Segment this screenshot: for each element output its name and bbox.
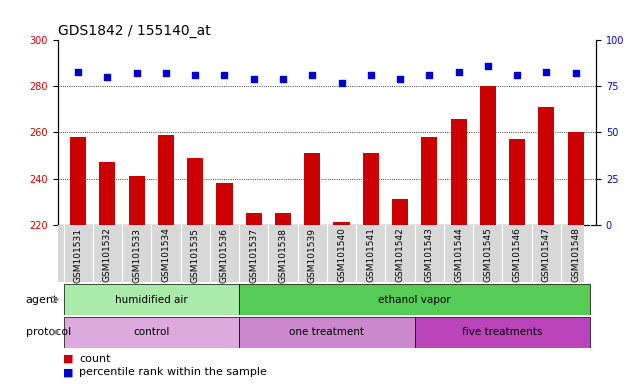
Text: GSM101533: GSM101533 xyxy=(132,227,141,283)
Text: GSM101545: GSM101545 xyxy=(483,227,492,282)
Bar xyxy=(480,86,496,225)
Point xyxy=(103,74,113,80)
Bar xyxy=(509,139,525,225)
Text: ethanol vapor: ethanol vapor xyxy=(378,295,451,305)
Point xyxy=(541,69,551,75)
Text: GSM101537: GSM101537 xyxy=(249,227,258,283)
Bar xyxy=(239,317,415,348)
Text: GSM101536: GSM101536 xyxy=(220,227,229,283)
Bar xyxy=(187,158,203,225)
Bar xyxy=(363,153,379,225)
Text: GSM101546: GSM101546 xyxy=(513,227,522,282)
Text: one treatment: one treatment xyxy=(289,327,365,337)
Point xyxy=(131,70,142,76)
Text: GSM101535: GSM101535 xyxy=(191,227,200,283)
Text: control: control xyxy=(133,327,169,337)
Point xyxy=(570,70,581,76)
Text: GSM101534: GSM101534 xyxy=(162,227,171,282)
Point xyxy=(395,76,405,82)
Bar xyxy=(246,213,262,225)
Point xyxy=(512,72,522,78)
Point xyxy=(161,70,171,76)
Bar xyxy=(275,213,291,225)
Text: GSM101539: GSM101539 xyxy=(308,227,317,283)
Text: GDS1842 / 155140_at: GDS1842 / 155140_at xyxy=(58,24,210,38)
Text: GSM101540: GSM101540 xyxy=(337,227,346,282)
Bar xyxy=(451,119,467,225)
Text: five treatments: five treatments xyxy=(462,327,543,337)
Bar xyxy=(415,317,590,348)
Bar xyxy=(70,137,87,225)
Bar xyxy=(538,107,554,225)
Point xyxy=(337,79,347,86)
Point xyxy=(73,69,83,75)
Text: GSM101531: GSM101531 xyxy=(74,227,83,283)
Point xyxy=(453,69,463,75)
Text: percentile rank within the sample: percentile rank within the sample xyxy=(79,367,267,377)
Point xyxy=(307,72,317,78)
Point xyxy=(424,72,435,78)
Text: ■: ■ xyxy=(63,354,74,364)
Point xyxy=(483,63,493,69)
Bar xyxy=(333,222,349,225)
Bar xyxy=(99,162,115,225)
Bar xyxy=(239,284,590,315)
Text: ■: ■ xyxy=(63,367,74,377)
Point xyxy=(249,76,259,82)
Text: GSM101543: GSM101543 xyxy=(425,227,434,282)
Bar xyxy=(129,176,145,225)
Bar xyxy=(567,132,584,225)
Bar xyxy=(63,284,239,315)
Text: humidified air: humidified air xyxy=(115,295,188,305)
Bar xyxy=(392,199,408,225)
Point xyxy=(365,72,376,78)
Bar xyxy=(63,317,239,348)
Text: GSM101547: GSM101547 xyxy=(542,227,551,282)
Text: GSM101544: GSM101544 xyxy=(454,227,463,282)
Bar xyxy=(421,137,437,225)
Bar xyxy=(304,153,320,225)
Text: GSM101541: GSM101541 xyxy=(366,227,375,282)
Point xyxy=(278,76,288,82)
Text: protocol: protocol xyxy=(26,327,71,337)
Text: count: count xyxy=(79,354,111,364)
Point xyxy=(219,72,229,78)
Bar xyxy=(217,183,233,225)
Point xyxy=(190,72,201,78)
Text: GSM101542: GSM101542 xyxy=(395,227,404,282)
Bar xyxy=(158,135,174,225)
Text: GSM101548: GSM101548 xyxy=(571,227,580,282)
Text: agent: agent xyxy=(26,295,58,305)
Text: GSM101538: GSM101538 xyxy=(279,227,288,283)
Text: GSM101532: GSM101532 xyxy=(103,227,112,282)
